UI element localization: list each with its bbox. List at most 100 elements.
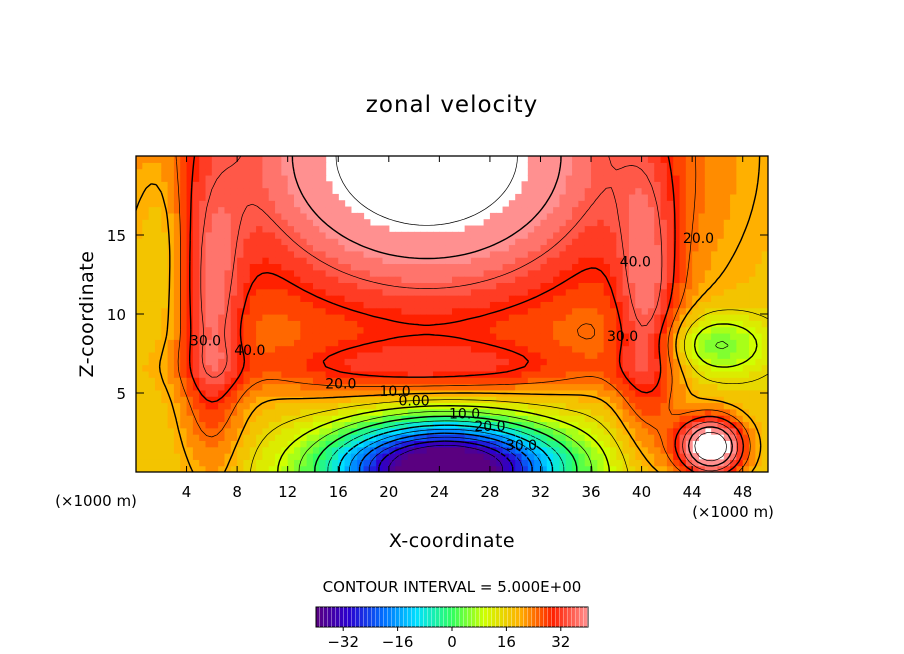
- field-cell: [287, 219, 295, 227]
- field-cell: [452, 364, 459, 372]
- field-cell: [546, 231, 554, 239]
- field-cell: [521, 446, 529, 454]
- field-cell: [673, 162, 681, 170]
- field-cell: [730, 193, 737, 201]
- field-cell: [597, 402, 605, 410]
- field-cell: [262, 200, 270, 208]
- field-cell: [698, 358, 706, 366]
- field-cell: [730, 351, 737, 359]
- field-cell: [148, 440, 156, 448]
- field-cell: [414, 434, 421, 441]
- field-cell: [312, 282, 320, 290]
- field-cell: [553, 314, 561, 321]
- field-cell: [464, 427, 472, 435]
- field-cell: [673, 244, 681, 252]
- field-cell: [540, 440, 548, 448]
- field-cell: [426, 250, 434, 258]
- field-cell: [704, 231, 712, 239]
- field-cell: [154, 250, 162, 258]
- field-cell: [736, 358, 744, 366]
- field-cell: [287, 295, 295, 302]
- field-cell: [243, 453, 251, 460]
- field-cell: [331, 402, 339, 410]
- field-cell: [685, 200, 693, 208]
- field-cell: [395, 288, 403, 296]
- field-cell: [275, 257, 282, 265]
- field-cell: [401, 396, 409, 404]
- field-cell: [647, 415, 655, 423]
- field-cell: [382, 408, 390, 416]
- field-cell: [616, 174, 624, 182]
- field-cell: [319, 345, 327, 353]
- field-cell: [281, 288, 289, 296]
- field-cell: [287, 332, 295, 340]
- field-cell: [540, 200, 548, 208]
- field-cell: [300, 174, 308, 182]
- field-cell: [344, 377, 352, 385]
- field-cell: [685, 332, 693, 340]
- field-cell: [306, 332, 314, 340]
- field-cell: [249, 421, 257, 429]
- field-cell: [433, 415, 440, 423]
- y-axis-label: Z-coordinate: [76, 251, 98, 378]
- field-cell: [154, 326, 162, 334]
- field-cell: [167, 168, 175, 176]
- field-cell: [256, 364, 263, 372]
- field-cell: [167, 225, 175, 233]
- field-cell: [319, 427, 327, 435]
- field-cell: [761, 370, 768, 378]
- field-cell: [553, 345, 561, 353]
- field-cell: [508, 225, 516, 233]
- field-cell: [603, 282, 611, 290]
- field-cell: [736, 320, 744, 328]
- field-cell: [641, 206, 649, 214]
- field-cell: [281, 351, 289, 359]
- field-cell: [414, 238, 421, 246]
- field-cell: [369, 238, 377, 246]
- field-cell: [578, 320, 586, 328]
- field-cell: [249, 453, 257, 460]
- field-cell: [698, 168, 706, 176]
- field-cell: [344, 288, 352, 296]
- field-cell: [344, 250, 352, 258]
- field-cell: [464, 326, 472, 334]
- field-cell: [489, 351, 497, 359]
- field-cell: [426, 320, 434, 328]
- field-cell: [546, 181, 554, 189]
- field-cell: [534, 377, 542, 385]
- field-cell: [154, 389, 162, 397]
- field-cell: [306, 446, 314, 454]
- field-cell: [344, 257, 352, 265]
- field-cell: [685, 219, 693, 227]
- field-cell: [275, 402, 282, 410]
- field-cell: [464, 383, 472, 391]
- field-cell: [439, 383, 447, 391]
- field-cell: [249, 345, 257, 353]
- field-cell: [452, 276, 459, 283]
- field-cell: [199, 383, 207, 391]
- field-cell: [319, 307, 327, 315]
- field-cell: [761, 326, 768, 334]
- field-cell: [167, 231, 175, 239]
- field-cell: [357, 351, 365, 359]
- field-cell: [742, 402, 750, 410]
- field-cell: [502, 446, 510, 454]
- field-cell: [489, 370, 497, 378]
- field-cell: [154, 225, 162, 233]
- field-cell: [546, 326, 554, 334]
- field-cell: [312, 206, 320, 214]
- field-cell: [218, 427, 226, 435]
- field-cell: [173, 301, 181, 309]
- field-cell: [736, 181, 744, 189]
- field-cell: [319, 276, 327, 283]
- field-cell: [660, 174, 668, 182]
- field-cell: [730, 282, 737, 290]
- field-cell: [395, 238, 403, 246]
- field-cell: [647, 219, 655, 227]
- field-cell: [610, 427, 617, 435]
- field-cell: [256, 415, 263, 423]
- field-cell: [749, 314, 756, 321]
- field-cell: [742, 345, 750, 353]
- field-cell: [237, 453, 245, 460]
- field-cell: [363, 377, 371, 385]
